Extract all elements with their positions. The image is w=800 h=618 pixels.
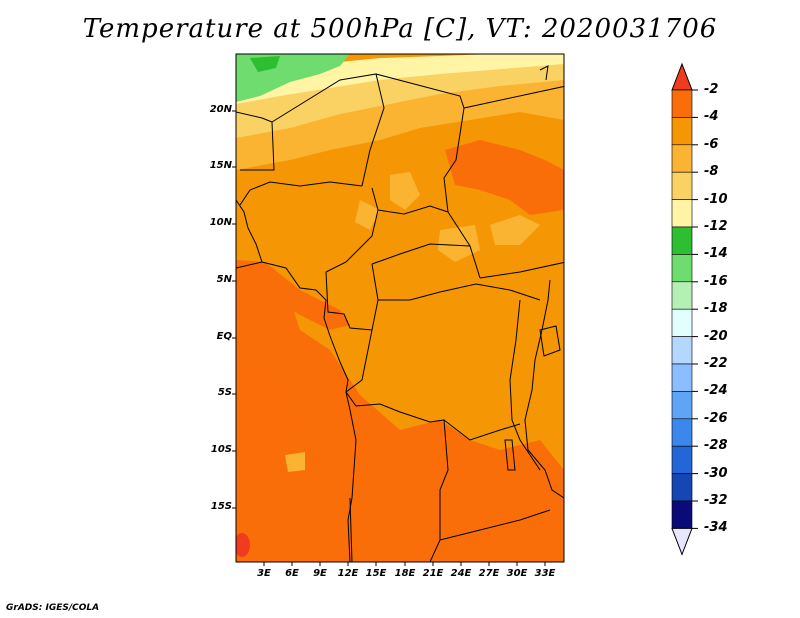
coast-northeast <box>539 65 549 81</box>
colorbar-label: -12 <box>704 219 728 234</box>
colorbar-label: -10 <box>704 191 728 207</box>
colorbar-label: -22 <box>704 356 728 371</box>
colorbar-segment <box>671 363 693 392</box>
border-chad-sudan <box>443 107 481 279</box>
lat-label-10s: 10S <box>210 444 232 455</box>
border-niger-nigeria <box>239 181 363 206</box>
coldest-patch <box>250 56 280 72</box>
lake-victoria <box>539 325 561 357</box>
colorbar-label: -32 <box>704 493 728 508</box>
colorbar-segment <box>671 117 693 146</box>
colorbar-segment <box>671 171 693 200</box>
axis-ticks <box>232 110 546 566</box>
colorbar-segment <box>671 473 693 502</box>
cool-patch-car <box>438 225 480 262</box>
cool-patch-angola <box>285 452 305 472</box>
lon-label-9e: 9E <box>313 568 327 579</box>
colorbar <box>671 62 698 556</box>
colorbar-label: -28 <box>704 438 728 454</box>
colorbar-segment <box>671 418 693 447</box>
country-borders <box>236 65 564 562</box>
lon-label-30e: 30E <box>506 568 528 579</box>
lon-label-12e: 12E <box>337 568 359 579</box>
colorbar-segment <box>671 336 693 365</box>
lat-label-15n: 15N <box>209 160 232 171</box>
border-libya <box>375 73 564 109</box>
colorbar-label: -26 <box>704 410 728 426</box>
lon-label-21e: 21E <box>422 568 444 579</box>
colorbar-label: -24 <box>704 383 728 399</box>
map-title: Temperature at 500hPa [C], VT: 202003170… <box>82 14 718 44</box>
colorbar-segment <box>671 226 693 255</box>
warm-zone-south <box>236 290 564 562</box>
border-south-sudan <box>479 261 564 279</box>
colorbar-label: -34 <box>704 520 728 536</box>
colorbar-label: -18 <box>704 301 728 317</box>
coastline-west <box>236 261 357 562</box>
border-zambia-south <box>439 509 551 541</box>
warm-zone-gulf <box>236 260 350 330</box>
border-algeria-niger <box>271 73 385 187</box>
colorbar-over-arrow <box>671 62 693 91</box>
grads-credit: GrADS: IGES/COLA <box>6 603 100 613</box>
lat-label-5n: 5N <box>216 274 232 285</box>
lat-label-15s: 15S <box>210 501 232 512</box>
colorbar-segment <box>671 89 693 118</box>
cool-band-north <box>236 70 564 170</box>
colorbar-label: -6 <box>704 136 719 152</box>
border-car-north <box>371 243 471 265</box>
border-congo <box>345 329 373 393</box>
colorbar-segment <box>671 445 693 474</box>
lon-label-18e: 18E <box>394 568 416 579</box>
colorbar-label: -16 <box>704 273 728 289</box>
cool-patch-cameroon <box>355 200 380 230</box>
colorbar-segment <box>671 199 693 228</box>
hot-spot <box>236 533 250 557</box>
colorbar-label: -4 <box>704 109 719 125</box>
lon-label-27e: 27E <box>478 568 500 579</box>
colorbar-label: -14 <box>704 246 728 262</box>
warm-zone-coast <box>236 360 300 480</box>
colorbar-segment <box>671 500 693 529</box>
cool-band-sahara <box>236 56 564 138</box>
cool-patch-sudan <box>490 215 540 245</box>
colorbar-segment <box>671 254 693 283</box>
coastline-lakes <box>524 279 564 499</box>
warm-zone-sudan <box>445 140 564 215</box>
colorbar-under-arrow <box>671 527 693 556</box>
lat-label-eq: EQ <box>216 331 232 342</box>
colorbar-segment <box>671 144 693 173</box>
lon-label-3e: 3E <box>257 568 271 579</box>
colorbar-label: -30 <box>704 465 728 481</box>
border-chad-south <box>377 205 449 215</box>
lon-label-33e: 33E <box>534 568 556 579</box>
lon-label-15e: 15E <box>365 568 387 579</box>
colorbar-label: -2 <box>704 82 719 97</box>
colorbar-segment <box>671 308 693 337</box>
border-drc-angola <box>345 391 449 562</box>
lon-label-6e: 6E <box>285 568 299 579</box>
colorbar-segment <box>671 281 693 310</box>
lake-tanganyika <box>504 439 516 471</box>
lon-label-24e: 24E <box>450 568 472 579</box>
lat-label-5s: 5S <box>217 387 232 398</box>
coastline-westafrica <box>236 199 263 263</box>
map-frame <box>235 53 565 563</box>
border-cameroon-gabon <box>325 271 379 331</box>
cool-patch-chad <box>390 172 420 210</box>
lat-label-20n: 20N <box>209 104 232 115</box>
border-chad-cameroon <box>325 187 379 273</box>
temperature-field <box>236 54 564 562</box>
lat-label-10n: 10N <box>209 217 232 228</box>
border-drc-zambia <box>443 419 521 441</box>
colorbar-label: -20 <box>704 328 728 344</box>
colorbar-label: -8 <box>704 164 719 180</box>
colorbar-segment <box>671 391 693 420</box>
border-east-rift <box>509 299 541 471</box>
